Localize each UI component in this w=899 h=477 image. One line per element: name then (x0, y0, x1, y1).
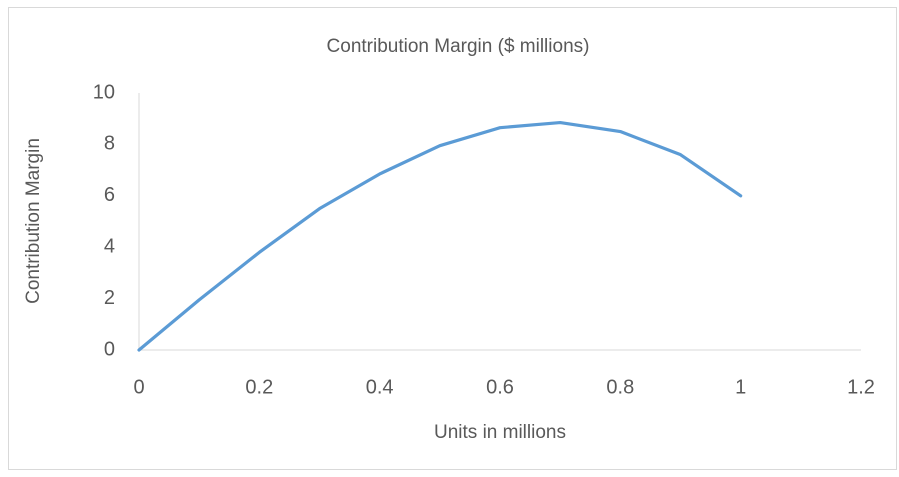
x-axis-label: Units in millions (434, 422, 566, 443)
x-tick-label: 0.8 (606, 376, 634, 398)
y-tick-label: 2 (104, 287, 115, 309)
y-tick-label: 4 (104, 235, 115, 257)
x-tick-label: 0.6 (486, 376, 514, 398)
chart-frame (8, 7, 897, 470)
chart-title: Contribution Margin ($ millions) (327, 36, 590, 57)
y-tick-label: 0 (104, 338, 115, 360)
line-series (137, 120, 743, 352)
y-tick-label: 6 (104, 184, 115, 206)
y-tick-label: 10 (93, 81, 115, 103)
y-axis-label: Contribution Margin (23, 138, 44, 304)
x-tick-label: 0.2 (245, 376, 273, 398)
y-tick-label: 8 (104, 133, 115, 155)
x-tick-label: 1 (735, 376, 746, 398)
x-tick-label: 0 (133, 376, 144, 398)
x-tick-label: 0.4 (366, 376, 394, 398)
x-tick-label: 1.2 (847, 376, 875, 398)
